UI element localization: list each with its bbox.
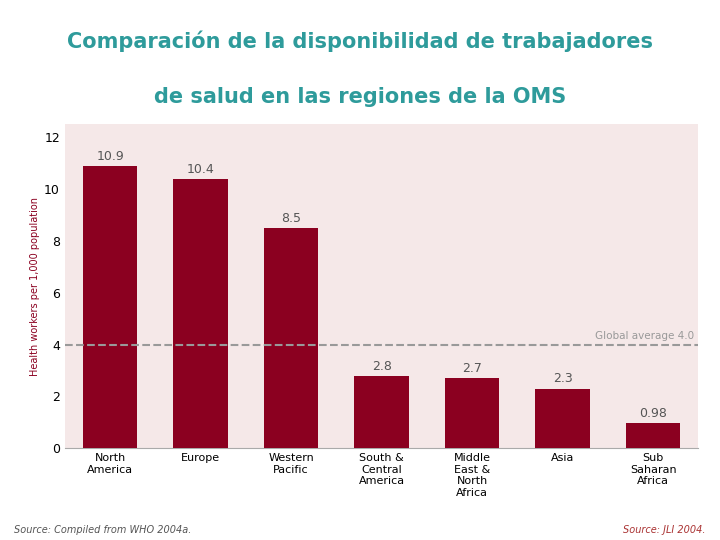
Text: Source: JLI 2004.: Source: JLI 2004. [623,524,706,535]
Text: 10.4: 10.4 [186,163,215,176]
Text: de salud en las regiones de la OMS: de salud en las regiones de la OMS [154,87,566,107]
Text: 2.7: 2.7 [462,362,482,375]
Text: 8.5: 8.5 [281,212,301,225]
Bar [354,376,409,448]
Bar [536,389,590,448]
Text: 10.9: 10.9 [96,150,124,163]
Bar [445,378,499,448]
Text: Source: Compiled from WHO 2004a.: Source: Compiled from WHO 2004a. [14,524,192,535]
Text: 0.98: 0.98 [639,407,667,420]
Text: Global average 4.0: Global average 4.0 [595,332,694,341]
Bar [626,423,680,448]
Bar [264,228,318,448]
Bar [174,179,228,448]
Y-axis label: Health workers per 1,000 population: Health workers per 1,000 population [30,197,40,376]
Text: 2.8: 2.8 [372,360,392,373]
Text: Comparación de la disponibilidad de trabajadores: Comparación de la disponibilidad de trab… [67,31,653,52]
Bar [83,166,138,448]
Text: 2.3: 2.3 [553,373,572,386]
